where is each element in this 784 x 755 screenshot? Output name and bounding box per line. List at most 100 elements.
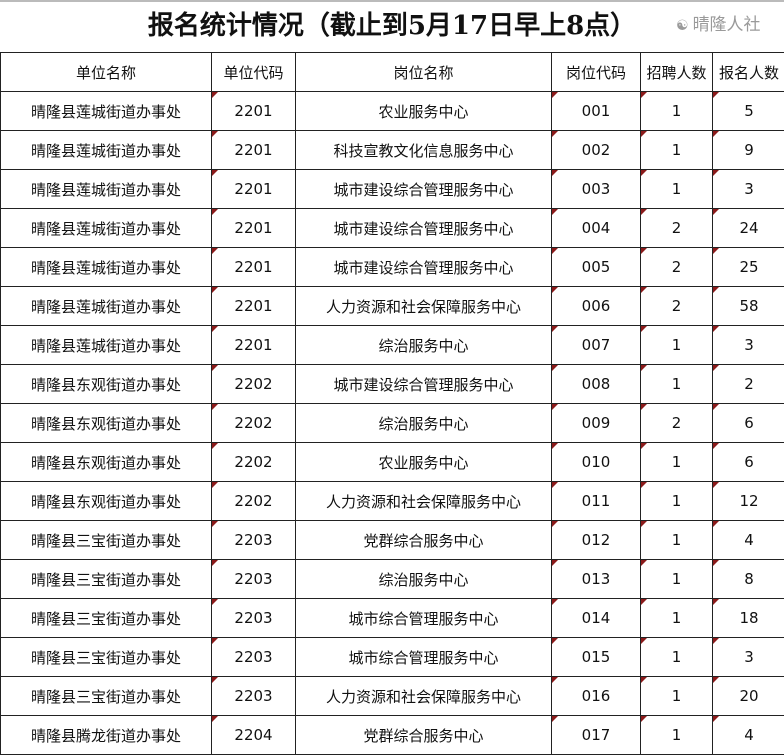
position-name-cell: 城市综合管理服务中心	[296, 599, 552, 638]
applicant-count-cell: 5	[713, 92, 784, 131]
unit-name-cell: 晴隆县莲城街道办事处	[1, 248, 212, 287]
position-code-cell: 007	[552, 326, 641, 365]
unit-code-cell: 2201	[212, 287, 296, 326]
unit-name-cell: 晴隆县莲城街道办事处	[1, 131, 212, 170]
position-name-cell: 党群综合服务中心	[296, 521, 552, 560]
unit-name-cell: 晴隆县三宝街道办事处	[1, 521, 212, 560]
hiring-count-cell: 1	[641, 131, 713, 170]
watermark: ☯晴隆人社	[676, 14, 761, 37]
position-name-cell: 人力资源和社会保障服务中心	[296, 677, 552, 716]
unit-name-cell: 晴隆县三宝街道办事处	[1, 677, 212, 716]
hiring-count-cell: 1	[641, 677, 713, 716]
hiring-count-cell: 2	[641, 287, 713, 326]
applicant-count-cell: 25	[713, 248, 784, 287]
unit-name-cell: 晴隆县莲城街道办事处	[1, 92, 212, 131]
unit-name-cell: 晴隆县东观街道办事处	[1, 443, 212, 482]
hiring-count-cell: 1	[641, 599, 713, 638]
hiring-count-cell: 1	[641, 638, 713, 677]
hiring-count-cell: 1	[641, 170, 713, 209]
unit-code-cell: 2201	[212, 170, 296, 209]
column-header-hiring-count: 招聘人数	[641, 53, 713, 92]
hiring-count-cell: 1	[641, 92, 713, 131]
applicant-count-cell: 18	[713, 599, 784, 638]
position-code-cell: 011	[552, 482, 641, 521]
position-code-cell: 005	[552, 248, 641, 287]
unit-code-cell: 2203	[212, 521, 296, 560]
position-code-cell: 001	[552, 92, 641, 131]
hiring-count-cell: 2	[641, 248, 713, 287]
unit-code-cell: 2203	[212, 677, 296, 716]
applicant-count-cell: 8	[713, 560, 784, 599]
applicant-count-cell: 24	[713, 209, 784, 248]
wechat-icon: ☯	[676, 18, 689, 34]
applicant-count-cell: 3	[713, 638, 784, 677]
unit-code-cell: 2202	[212, 365, 296, 404]
unit-code-cell: 2203	[212, 638, 296, 677]
position-code-cell: 015	[552, 638, 641, 677]
page-title: 报名统计情况（截止到5月17日早上8点）	[0, 0, 784, 52]
position-code-cell: 010	[552, 443, 641, 482]
applicant-count-cell: 9	[713, 131, 784, 170]
hiring-count-cell: 1	[641, 716, 713, 755]
unit-code-cell: 2201	[212, 326, 296, 365]
position-name-cell: 人力资源和社会保障服务中心	[296, 287, 552, 326]
position-name-cell: 城市建设综合管理服务中心	[296, 365, 552, 404]
position-code-cell: 009	[552, 404, 641, 443]
unit-name-cell: 晴隆县东观街道办事处	[1, 365, 212, 404]
position-name-cell: 党群综合服务中心	[296, 716, 552, 755]
header-row: 单位名称单位代码岗位名称岗位代码招聘人数报名人数	[1, 53, 784, 92]
column-header-position-name: 岗位名称	[296, 53, 552, 92]
column-header-position-code: 岗位代码	[552, 53, 641, 92]
watermark-text: 晴隆人社	[693, 15, 761, 35]
position-name-cell: 科技宣教文化信息服务中心	[296, 131, 552, 170]
unit-name-cell: 晴隆县腾龙街道办事处	[1, 716, 212, 755]
unit-code-cell: 2201	[212, 209, 296, 248]
position-code-cell: 012	[552, 521, 641, 560]
applicant-count-cell: 6	[713, 404, 784, 443]
position-code-cell: 008	[552, 365, 641, 404]
applicant-count-cell: 3	[713, 170, 784, 209]
position-code-cell: 006	[552, 287, 641, 326]
hiring-count-cell: 2	[641, 404, 713, 443]
unit-name-cell: 晴隆县东观街道办事处	[1, 482, 212, 521]
position-name-cell: 农业服务中心	[296, 92, 552, 131]
hiring-count-cell: 1	[641, 482, 713, 521]
hiring-count-cell: 1	[641, 443, 713, 482]
position-code-cell: 013	[552, 560, 641, 599]
unit-code-cell: 2204	[212, 716, 296, 755]
unit-code-cell: 2203	[212, 560, 296, 599]
position-code-cell: 017	[552, 716, 641, 755]
position-name-cell: 农业服务中心	[296, 443, 552, 482]
position-name-cell: 城市综合管理服务中心	[296, 638, 552, 677]
applicant-count-cell: 4	[713, 521, 784, 560]
unit-code-cell: 2202	[212, 443, 296, 482]
applicant-count-cell: 6	[713, 443, 784, 482]
position-code-cell: 014	[552, 599, 641, 638]
unit-code-cell: 2201	[212, 248, 296, 287]
hiring-count-cell: 1	[641, 365, 713, 404]
unit-name-cell: 晴隆县三宝街道办事处	[1, 599, 212, 638]
column-header-unit-code: 单位代码	[212, 53, 296, 92]
hiring-count-cell: 1	[641, 521, 713, 560]
position-name-cell: 综治服务中心	[296, 560, 552, 599]
unit-name-cell: 晴隆县莲城街道办事处	[1, 170, 212, 209]
hiring-count-cell: 2	[641, 209, 713, 248]
applicant-count-cell: 2	[713, 365, 784, 404]
unit-name-cell: 晴隆县东观街道办事处	[1, 404, 212, 443]
position-name-cell: 综治服务中心	[296, 404, 552, 443]
unit-code-cell: 2201	[212, 92, 296, 131]
